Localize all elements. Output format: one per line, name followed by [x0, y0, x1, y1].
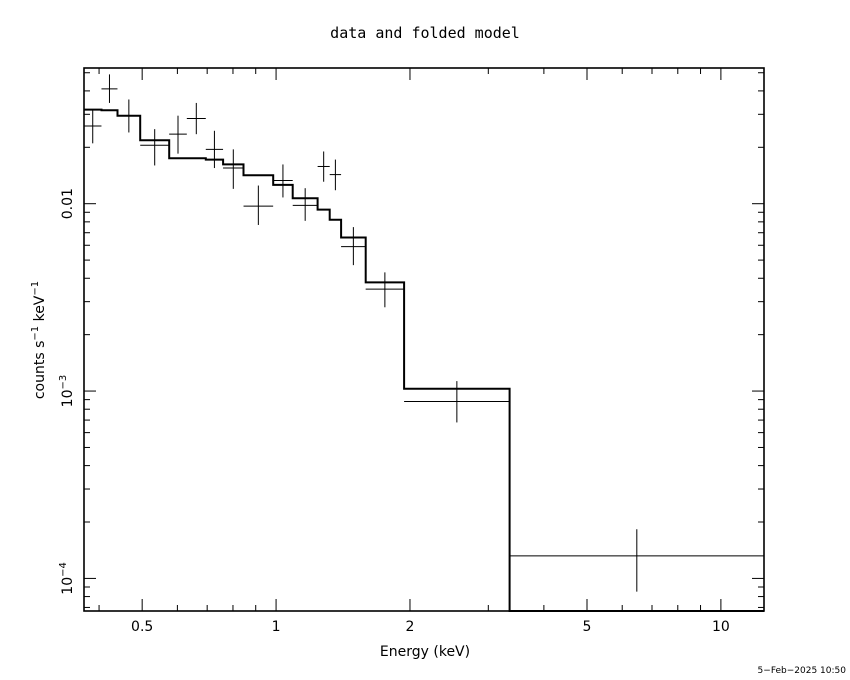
x-tick-label: 10: [712, 619, 730, 635]
y-label-kev: keV: [32, 295, 48, 326]
y-tick-label: 10−3: [58, 375, 76, 408]
x-tick-label: 1: [272, 619, 281, 635]
y-tick-label-base: 10: [60, 577, 76, 595]
y-label-s-exponent: −1: [30, 326, 41, 341]
x-axis-label: Energy (keV): [380, 644, 470, 660]
x-tick-label: 5: [583, 619, 592, 635]
y-label-counts: counts s: [32, 341, 48, 400]
y-tick-label-exponent: −3: [58, 375, 69, 390]
y-tick-label-exponent: −4: [58, 562, 69, 577]
chart-title: data and folded model: [330, 24, 520, 42]
y-tick-label-base: 10: [60, 390, 76, 408]
y-tick-label-base: 0.01: [60, 188, 76, 219]
model-step-line: [84, 108, 764, 612]
x-tick-label: 2: [406, 619, 415, 635]
y-tick-label: 0.01: [60, 188, 76, 219]
x-tick-label: 0.5: [131, 619, 153, 635]
y-label-kev-exponent: −1: [30, 281, 41, 296]
y-axis-label: counts s−1 keV−1: [30, 281, 48, 399]
plot-frame: [83, 67, 765, 612]
y-tick-label: 10−4: [58, 562, 76, 595]
timestamp: 5−Feb−2025 10:50: [758, 666, 847, 676]
